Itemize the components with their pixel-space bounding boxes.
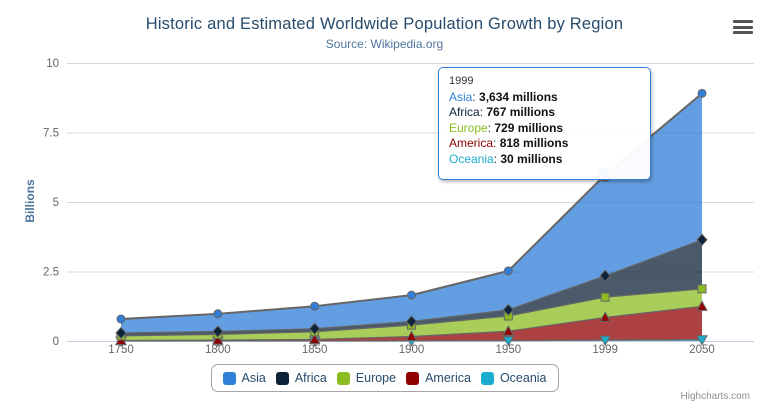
marker-europe-2050[interactable] <box>697 284 707 294</box>
marker-america-2050[interactable] <box>696 300 708 311</box>
x-axis-label: 1900 <box>399 344 425 356</box>
marker-asia-1800[interactable] <box>213 309 223 319</box>
marker-africa-2050[interactable] <box>696 233 708 247</box>
marker-oceania-2050[interactable] <box>696 335 708 346</box>
legend-item-asia[interactable]: Asia <box>222 371 266 385</box>
legend-label: Asia <box>241 371 266 385</box>
marker-asia-1950[interactable] <box>503 266 513 276</box>
chart-title: Historic and Estimated Worldwide Populat… <box>145 15 624 33</box>
marker-america-1900[interactable] <box>405 330 418 341</box>
marker-oceania-1950[interactable] <box>502 336 515 347</box>
x-axis-label: 1999 <box>592 344 618 356</box>
legend-item-america[interactable]: America <box>406 371 471 385</box>
marker-asia-1900[interactable] <box>407 290 416 300</box>
marker-america-1850[interactable] <box>308 333 321 344</box>
area-africa[interactable] <box>121 239 702 336</box>
marker-america-1800[interactable] <box>211 334 224 345</box>
marker-africa-1900[interactable] <box>405 315 418 328</box>
marker-america-1950[interactable] <box>502 325 515 336</box>
x-axis-label: 2050 <box>689 344 715 356</box>
marker-africa-1950[interactable] <box>502 303 515 317</box>
area-america[interactable] <box>121 306 702 341</box>
y-axis-label: 2.5 <box>43 267 59 279</box>
hamburger-icon-bar <box>733 25 753 29</box>
export-menu-button[interactable] <box>733 20 753 34</box>
x-axis-label: 1750 <box>108 344 134 356</box>
legend: Asia Africa Europe America Oceania <box>210 364 559 392</box>
legend-swatch-america <box>406 371 420 385</box>
legend-label: Europe <box>355 371 397 385</box>
credits-link[interactable]: Highcharts.com <box>680 391 750 402</box>
marker-africa-1800[interactable] <box>212 325 224 338</box>
marker-asia-1850[interactable] <box>310 301 320 311</box>
x-axis-label: 1800 <box>205 344 231 356</box>
y-axis-label: 7.5 <box>43 128 59 140</box>
marker-asia-2050[interactable] <box>697 88 707 98</box>
legend-label: Africa <box>294 371 327 385</box>
legend-item-europe[interactable]: Europe <box>336 371 397 385</box>
legend-label: America <box>425 371 471 385</box>
legend-item-africa[interactable]: Africa <box>275 371 327 385</box>
hamburger-icon <box>733 20 753 23</box>
hamburger-icon-bar <box>733 31 753 34</box>
marker-africa-1850[interactable] <box>308 322 321 335</box>
legend-label: Oceania <box>499 371 547 385</box>
chart-subtitle: Source: Wikipedia.org <box>325 37 444 51</box>
marker-asia-1999[interactable] <box>598 167 613 182</box>
area-asia[interactable] <box>121 93 702 333</box>
y-axis-label: 5 <box>53 197 59 209</box>
y-axis-label: 0 <box>53 336 59 348</box>
marker-oceania-1999[interactable] <box>599 335 612 347</box>
marker-america-1999[interactable] <box>599 311 612 322</box>
y-axis-label: 10 <box>46 58 59 70</box>
marker-africa-1999[interactable] <box>599 269 611 283</box>
marker-africa-1750[interactable] <box>115 326 127 340</box>
legend-swatch-europe <box>336 371 350 385</box>
marker-asia-1750[interactable] <box>116 314 126 324</box>
legend-item-oceania[interactable]: Oceania <box>480 371 547 385</box>
x-axis-label: 1850 <box>302 344 328 356</box>
legend-swatch-africa <box>275 371 289 385</box>
legend-swatch-asia <box>222 371 236 385</box>
x-axis-label: 1950 <box>496 344 522 356</box>
marker-europe-1999[interactable] <box>600 292 610 302</box>
legend-swatch-oceania <box>480 371 494 385</box>
